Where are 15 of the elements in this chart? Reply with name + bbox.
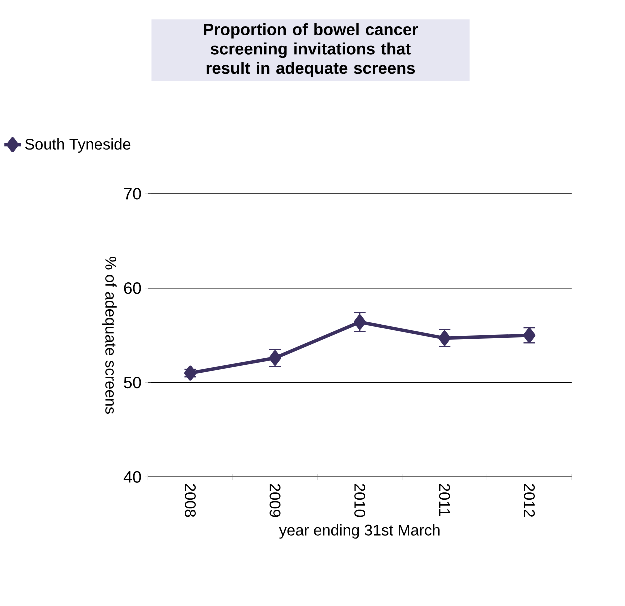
x-tick-label: 2009 — [270, 484, 281, 518]
x-axis-title: year ending 31st March — [279, 524, 440, 539]
legend-label: South Tyneside — [25, 138, 131, 153]
y-tick-label: 60 — [124, 282, 142, 294]
chart-title: Proportion of bowel cancer screening invitations that result in adequate screens — [204, 23, 418, 78]
y-tick-label: 40 — [124, 471, 142, 483]
x-tick-label: 2010 — [354, 484, 366, 518]
y-tick-label: 70 — [124, 188, 142, 200]
y-axis-title: % of adequate screens — [102, 256, 117, 414]
y-tick-label: 50 — [124, 376, 142, 389]
x-tick-label: 2011 — [439, 484, 450, 516]
point — [184, 366, 197, 381]
x-tick-label: 2008 — [185, 484, 196, 518]
point — [354, 314, 366, 330]
x-tick-label: 2012 — [524, 484, 536, 518]
